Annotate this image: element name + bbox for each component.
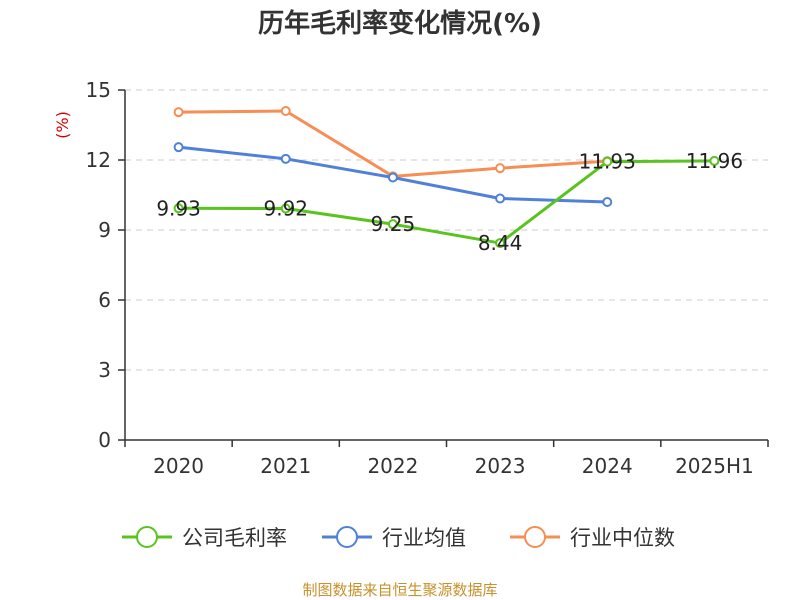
y-tick-label: 0 <box>98 428 111 452</box>
legend[interactable]: 公司毛利率 行业均值 行业中位数 <box>122 526 675 550</box>
source-note: 制图数据来自恒生聚源数据库 <box>302 581 497 599</box>
legend-marker <box>336 526 358 548</box>
x-tick-label: 2020 <box>153 454 204 478</box>
data-point <box>280 153 291 164</box>
data-point <box>602 197 613 207</box>
x-tick-label: 2024 <box>582 454 633 478</box>
legend-marker <box>524 526 546 548</box>
data-point <box>495 163 506 174</box>
data-label: 9.25 <box>371 212 416 236</box>
data-point <box>495 238 506 249</box>
series-line <box>178 109 608 178</box>
data-point <box>709 155 720 166</box>
data-point <box>280 106 291 116</box>
data-label: 8.44 <box>478 231 523 255</box>
series-3 <box>173 106 613 182</box>
x-tick-label: 2021 <box>260 454 311 478</box>
data-point <box>173 203 184 214</box>
data-point <box>280 203 291 214</box>
series-1 <box>173 155 720 249</box>
x-tick-label: 2022 <box>367 454 418 478</box>
data-point <box>387 219 398 230</box>
y-tick-label: 15 <box>86 78 111 102</box>
legend-label: 公司毛利率 <box>182 526 287 550</box>
axes: 0 3 6 9 12 15 2020 2021 2022 2023 2024 2025H1 <box>86 78 769 478</box>
data-label: 11.93 <box>579 150 636 174</box>
series-line <box>178 159 715 245</box>
x-tick-label: 2025H1 <box>675 454 754 478</box>
series-group <box>173 106 720 249</box>
y-tick-label: 12 <box>86 148 111 172</box>
x-tick-label: 2023 <box>475 454 526 478</box>
y-tick-label: 6 <box>98 288 111 312</box>
legend-item[interactable]: 行业中位数 <box>510 526 675 550</box>
data-label: 9.92 <box>263 197 308 221</box>
data-point <box>173 107 184 118</box>
legend-item[interactable]: 公司毛利率 <box>122 526 287 550</box>
legend-label: 行业中位数 <box>570 526 675 550</box>
data-point <box>387 172 398 183</box>
data-point <box>495 193 506 204</box>
data-label: 11.96 <box>686 149 743 173</box>
y-tick-label: 9 <box>98 218 111 242</box>
data-label: 9.93 <box>156 196 201 220</box>
data-point <box>173 142 184 153</box>
legend-label: 行业均值 <box>382 526 466 550</box>
series-2 <box>173 142 613 207</box>
y-axis-label: (%) <box>53 111 72 139</box>
data-point <box>602 156 613 167</box>
grid <box>125 89 768 371</box>
legend-item[interactable]: 行业均值 <box>322 526 466 550</box>
data-labels: 9.93 9.92 9.25 8.44 11.93 11.96 <box>156 149 743 255</box>
y-tick-label: 3 <box>98 358 111 382</box>
legend-marker <box>136 526 158 548</box>
chart-title: 历年毛利率变化情况(%) <box>258 8 542 39</box>
